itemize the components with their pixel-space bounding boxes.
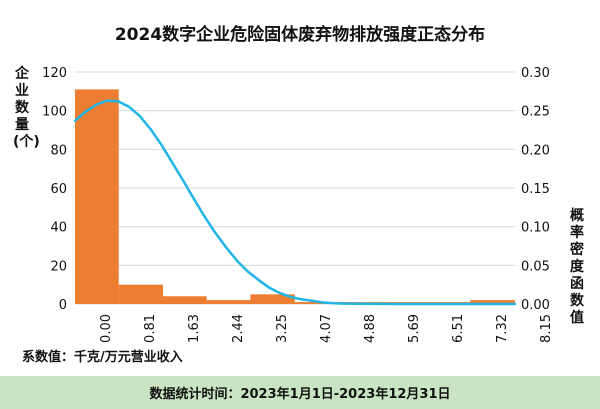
y-tick-label: 40 <box>50 221 67 236</box>
y2-tick-label: 0.30 <box>521 66 550 81</box>
x-tick-label: 8.15 <box>539 314 554 343</box>
x-tick-label: 0.81 <box>143 314 158 343</box>
y2-tick-label: 0.10 <box>521 221 550 236</box>
histogram-bar <box>294 302 339 304</box>
y-tick-label: 100 <box>42 105 67 120</box>
x-axis-unit-note: 系数值：千克/万元营业收入 <box>22 350 183 365</box>
x-tick-label: 5.69 <box>407 314 422 343</box>
y2-tick-label: 0.15 <box>521 182 550 197</box>
histogram-bar <box>470 300 515 304</box>
x-tick-label: 4.07 <box>319 314 334 343</box>
histogram-bar <box>163 296 207 304</box>
y-tick-label: 0 <box>59 298 67 313</box>
x-tick-label: 6.51 <box>451 314 466 343</box>
grid-lines <box>75 71 515 305</box>
histogram-bar <box>206 300 251 304</box>
y2-tick-label: 0.00 <box>521 298 550 313</box>
x-tick-label: 2.44 <box>231 314 246 343</box>
y-tick-label: 80 <box>50 143 67 158</box>
histogram-bar <box>118 284 163 304</box>
histogram-bar <box>75 89 119 305</box>
y-tick-label: 120 <box>42 66 67 81</box>
histogram-bar <box>250 294 295 304</box>
footer-date-range: 数据统计时间：2023年1月1日-2023年12月31日 <box>0 376 600 409</box>
x-tick-label: 0.00 <box>99 314 114 343</box>
x-tick-label: 1.63 <box>187 314 202 343</box>
x-tick-label: 7.32 <box>495 314 510 343</box>
chart-title: 2024数字企业危险固体废弃物排放强度正态分布 <box>114 25 486 45</box>
secondary-y-axis-ticks: 0.00 0.05 0.10 0.15 0.20 0.25 0.30 <box>521 66 550 313</box>
y2-tick-label: 0.25 <box>521 105 550 120</box>
y-axis-ticks: 0 20 40 60 80 100 120 <box>42 66 67 313</box>
x-tick-label: 3.25 <box>275 314 290 343</box>
x-axis-ticks: 0.00 0.81 1.63 2.44 3.25 4.07 4.88 5.69 6.51 7.32… <box>99 314 554 343</box>
y2-tick-label: 0.20 <box>521 143 550 158</box>
y2-tick-label: 0.05 <box>521 259 550 274</box>
bars <box>75 89 515 305</box>
secondary-y-axis-label: 概率密度函数值 <box>570 208 584 326</box>
x-tick-label: 4.88 <box>363 314 378 343</box>
y-tick-label: 20 <box>50 259 67 274</box>
density-curve <box>73 99 517 306</box>
chart-plot: 0 20 40 60 80 100 120 0.00 0.05 0.10 0.15 0.20 0.25… <box>42 66 554 343</box>
y-tick-label: 60 <box>50 182 67 197</box>
density-curve-line <box>73 99 517 306</box>
